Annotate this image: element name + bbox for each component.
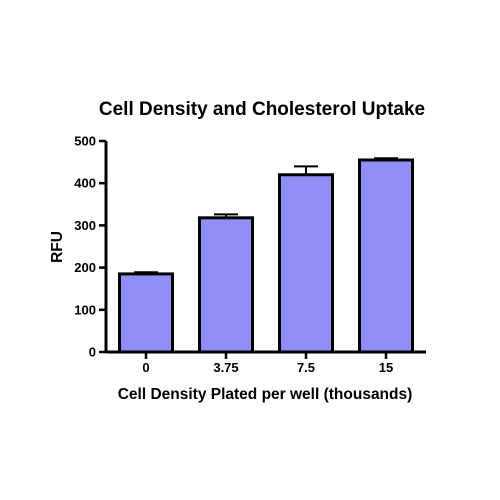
chart-title: Cell Density and Cholesterol Uptake [99, 99, 425, 120]
bar-3.75 [198, 216, 254, 354]
bar-0 [118, 272, 174, 354]
x-tick-label: 0 [142, 360, 149, 375]
y-tick-label: 200 [74, 260, 96, 275]
x-tick-label: 7.5 [297, 360, 315, 375]
y-tick-label: 100 [74, 302, 96, 317]
bar-15 [358, 158, 414, 354]
y-axis-label: RFU [49, 231, 66, 263]
y-tick-label: 500 [74, 134, 96, 149]
x-tick-label: 3.75 [213, 360, 238, 375]
y-tick-label: 0 [89, 345, 96, 360]
y-tick-label: 400 [74, 176, 96, 191]
y-tick-label: 300 [74, 218, 96, 233]
x-tick-label: 15 [379, 360, 393, 375]
bar-7.5 [278, 173, 334, 354]
plot-area: 0 100 200 300 400 500 0 3.75 7.5 15 [74, 134, 426, 375]
x-axis-label: Cell Density Plated per well (thousands) [118, 386, 413, 403]
